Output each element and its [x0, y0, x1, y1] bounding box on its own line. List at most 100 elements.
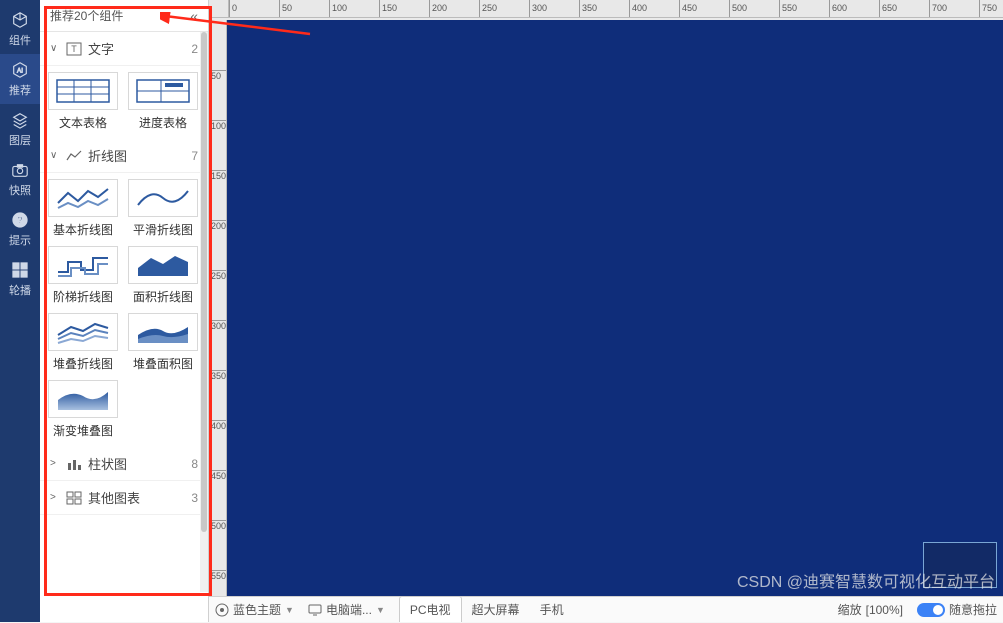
theme-icon [215, 603, 229, 617]
canvas-area: 0501001502002503003504004505005506006507… [209, 0, 1003, 622]
component-thumb [48, 246, 118, 284]
component-item[interactable]: 基本折线图 [46, 179, 120, 242]
ruler-tick: 200 [209, 220, 226, 231]
ruler-tick: 600 [829, 0, 847, 17]
svg-text:?: ? [17, 216, 23, 227]
ruler-tick: 500 [209, 520, 226, 531]
category-header[interactable]: > 其他图表 3 [40, 481, 208, 515]
canvas[interactable] [227, 20, 1003, 622]
category-count: 8 [191, 457, 198, 471]
component-item[interactable]: 堆叠面积图 [126, 313, 200, 376]
nav-label: 组件 [9, 32, 31, 48]
category-count: 3 [191, 491, 198, 505]
component-item[interactable]: 面积折线图 [126, 246, 200, 309]
category-name: 文字 [88, 39, 114, 58]
device-selector[interactable]: 电脑端... ▼ [308, 601, 385, 618]
minimap[interactable] [923, 542, 997, 588]
panel-header: 推荐20个组件 « [40, 0, 208, 32]
ruler-horizontal: 0501001502002503003504004505005506006507… [229, 0, 1003, 18]
nav-label: 轮播 [9, 282, 31, 298]
zoom-control[interactable]: 缩放 [100%] [838, 601, 903, 618]
component-thumb [128, 313, 198, 351]
component-item[interactable]: 堆叠折线图 [46, 313, 120, 376]
component-label: 面积折线图 [133, 288, 193, 305]
component-item[interactable]: 渐变堆叠图 [46, 380, 120, 443]
component-label: 平滑折线图 [133, 221, 193, 238]
component-label: 进度表格 [139, 114, 187, 131]
component-item[interactable]: 进度表格 [126, 72, 200, 135]
nav-label: 图层 [9, 132, 31, 148]
ruler-tick: 400 [629, 0, 647, 17]
component-item[interactable]: 阶梯折线图 [46, 246, 120, 309]
ruler-tick: 150 [379, 0, 397, 17]
ruler-tick: 150 [209, 170, 226, 181]
layers-icon [10, 110, 30, 130]
nav-label: 快照 [9, 182, 31, 198]
info-icon: ? [10, 210, 30, 230]
chevron-down-icon: ▼ [376, 605, 385, 615]
ruler-tick: 0 [229, 0, 237, 17]
nav-label: 提示 [9, 232, 31, 248]
component-item[interactable]: 文本表格 [46, 72, 120, 135]
chevron-icon: > [50, 458, 60, 469]
device-tab[interactable]: PC电视 [399, 596, 462, 622]
nav-item-info[interactable]: ? 提示 [0, 204, 40, 254]
category-count: 7 [191, 149, 198, 163]
component-thumb [48, 313, 118, 351]
bar-icon [66, 457, 82, 471]
component-label: 阶梯折线图 [53, 288, 113, 305]
nav-item-camera[interactable]: 快照 [0, 154, 40, 204]
ruler-tick: 450 [679, 0, 697, 17]
category-header[interactable]: ∨折线图7 [40, 139, 208, 173]
ruler-tick: 200 [429, 0, 447, 17]
theme-selector[interactable]: 蓝色主题 ▼ [215, 601, 294, 618]
ruler-tick: 100 [329, 0, 347, 17]
component-label: 基本折线图 [53, 221, 113, 238]
category-name: 柱状图 [88, 454, 127, 473]
component-item[interactable]: 平滑折线图 [126, 179, 200, 242]
ruler-vertical: 50100150200250300350400450500550 [209, 20, 227, 622]
nav-item-layers[interactable]: 图层 [0, 104, 40, 154]
collapse-icon[interactable]: « [190, 8, 198, 24]
ruler-tick: 500 [729, 0, 747, 17]
device-tabs: PC电视超大屏幕手机 [399, 597, 574, 623]
nav-label: 推荐 [9, 82, 31, 98]
drag-toggle[interactable]: 随意拖拉 [917, 601, 997, 618]
grid-icon [10, 260, 30, 280]
ruler-tick: 450 [209, 470, 226, 481]
line-icon [66, 149, 82, 163]
category-header[interactable]: > 柱状图 8 [40, 447, 208, 481]
cube-ai-icon: AI [10, 60, 30, 80]
nav-item-cube[interactable]: 组件 [0, 4, 40, 54]
device-tab[interactable]: 超大屏幕 [462, 597, 530, 623]
ruler-tick: 50 [209, 70, 226, 81]
panel-scrollbar[interactable] [200, 32, 208, 592]
ruler-tick: 250 [479, 0, 497, 17]
chevron-icon: > [50, 492, 60, 503]
nav-item-grid[interactable]: 轮播 [0, 254, 40, 304]
component-thumb [128, 246, 198, 284]
ruler-tick: 750 [979, 0, 997, 17]
device-icon [308, 603, 322, 617]
component-panel: 推荐20个组件 « ∨T文字2文本表格进度表格∨折线图7基本折线图平滑折线图阶梯… [40, 0, 209, 622]
ruler-tick: 350 [579, 0, 597, 17]
nav-item-cube-ai[interactable]: AI 推荐 [0, 54, 40, 104]
panel-title: 推荐20个组件 [50, 7, 123, 24]
ruler-corner [209, 0, 229, 18]
component-thumb [48, 380, 118, 418]
component-thumb [128, 72, 198, 110]
camera-icon [10, 160, 30, 180]
component-label: 堆叠折线图 [53, 355, 113, 372]
component-label: 文本表格 [59, 114, 107, 131]
ruler-tick: 100 [209, 120, 226, 131]
component-thumb [48, 72, 118, 110]
device-tab[interactable]: 手机 [530, 597, 574, 623]
svg-text:T: T [71, 44, 77, 54]
statusbar: 蓝色主题 ▼ 电脑端... ▼ PC电视超大屏幕手机 缩放 [100%] 随意拖… [209, 596, 1003, 622]
category-name: 其他图表 [88, 488, 140, 507]
category-header[interactable]: ∨T文字2 [40, 32, 208, 66]
ruler-tick: 650 [879, 0, 897, 17]
chevron-icon: ∨ [50, 150, 60, 161]
component-thumb [48, 179, 118, 217]
ruler-tick: 300 [529, 0, 547, 17]
